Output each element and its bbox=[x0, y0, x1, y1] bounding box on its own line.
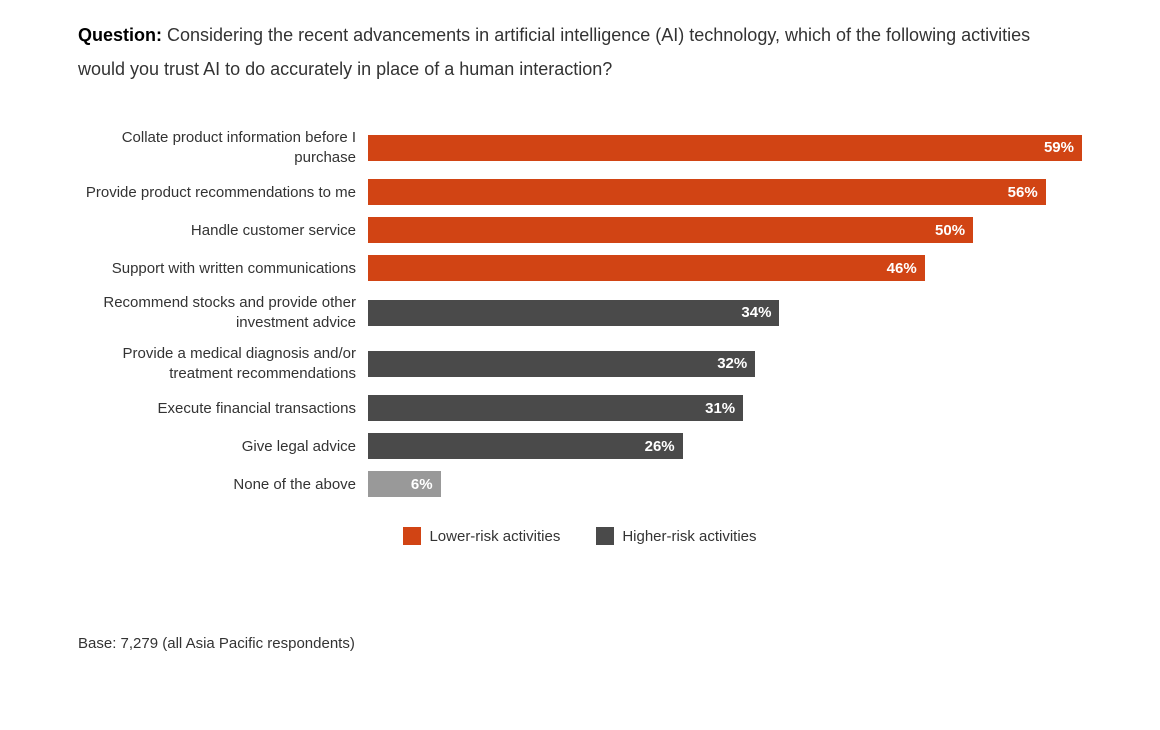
question-text: Question: Considering the recent advance… bbox=[78, 18, 1082, 86]
category-label: Give legal advice bbox=[78, 437, 368, 457]
bar-value: 59% bbox=[1044, 139, 1074, 156]
category-label: Recommend stocks and provide other inves… bbox=[78, 293, 368, 332]
chart-row: Support with written communications 46% bbox=[78, 255, 1082, 281]
chart-row: Collate product information before I pur… bbox=[78, 128, 1082, 167]
bar-area: 50% bbox=[368, 217, 1082, 243]
bar: 50% bbox=[368, 217, 973, 243]
bar: 34% bbox=[368, 300, 779, 326]
bar-value: 56% bbox=[1008, 184, 1038, 201]
legend-label: Higher-risk activities bbox=[622, 528, 756, 545]
bar-value: 31% bbox=[705, 400, 735, 417]
category-label: Provide a medical diagnosis and/or treat… bbox=[78, 344, 368, 383]
bar: 6% bbox=[368, 471, 441, 497]
category-label: Collate product information before I pur… bbox=[78, 128, 368, 167]
bar-area: 34% bbox=[368, 300, 1082, 326]
question-body: Considering the recent advancements in a… bbox=[78, 25, 1030, 79]
chart-row: Execute financial transactions 31% bbox=[78, 395, 1082, 421]
bar-area: 26% bbox=[368, 433, 1082, 459]
bar-area: 31% bbox=[368, 395, 1082, 421]
chart-row: Provide a medical diagnosis and/or treat… bbox=[78, 344, 1082, 383]
bar-area: 32% bbox=[368, 351, 1082, 377]
bar-area: 6% bbox=[368, 471, 1082, 497]
bar: 59% bbox=[368, 135, 1082, 161]
bar: 26% bbox=[368, 433, 683, 459]
legend-swatch bbox=[403, 527, 421, 545]
chart-container: Question: Considering the recent advance… bbox=[0, 0, 1160, 692]
chart-row: Recommend stocks and provide other inves… bbox=[78, 293, 1082, 332]
chart-row: Provide product recommendations to me 56% bbox=[78, 179, 1082, 205]
bar-value: 26% bbox=[645, 438, 675, 455]
bar-value: 6% bbox=[411, 476, 433, 493]
bar-value: 34% bbox=[741, 304, 771, 321]
bar-value: 32% bbox=[717, 355, 747, 372]
bar-area: 46% bbox=[368, 255, 1082, 281]
bar-chart: Collate product information before I pur… bbox=[78, 128, 1082, 497]
category-label: Provide product recommendations to me bbox=[78, 183, 368, 203]
legend-item: Lower-risk activities bbox=[403, 527, 560, 545]
bar-value: 50% bbox=[935, 222, 965, 239]
bar: 32% bbox=[368, 351, 755, 377]
legend: Lower-risk activities Higher-risk activit… bbox=[78, 527, 1082, 545]
question-label: Question: bbox=[78, 25, 162, 45]
category-label: Execute financial transactions bbox=[78, 399, 368, 419]
bar: 56% bbox=[368, 179, 1046, 205]
base-note: Base: 7,279 (all Asia Pacific respondent… bbox=[78, 635, 1082, 652]
chart-row: Give legal advice 26% bbox=[78, 433, 1082, 459]
category-label: None of the above bbox=[78, 475, 368, 495]
chart-row: None of the above 6% bbox=[78, 471, 1082, 497]
chart-row: Handle customer service 50% bbox=[78, 217, 1082, 243]
bar-value: 46% bbox=[887, 260, 917, 277]
legend-item: Higher-risk activities bbox=[596, 527, 756, 545]
bar-area: 59% bbox=[368, 135, 1082, 161]
bar-area: 56% bbox=[368, 179, 1082, 205]
legend-swatch bbox=[596, 527, 614, 545]
bar: 46% bbox=[368, 255, 925, 281]
legend-label: Lower-risk activities bbox=[429, 528, 560, 545]
bar: 31% bbox=[368, 395, 743, 421]
category-label: Support with written communications bbox=[78, 259, 368, 279]
category-label: Handle customer service bbox=[78, 221, 368, 241]
